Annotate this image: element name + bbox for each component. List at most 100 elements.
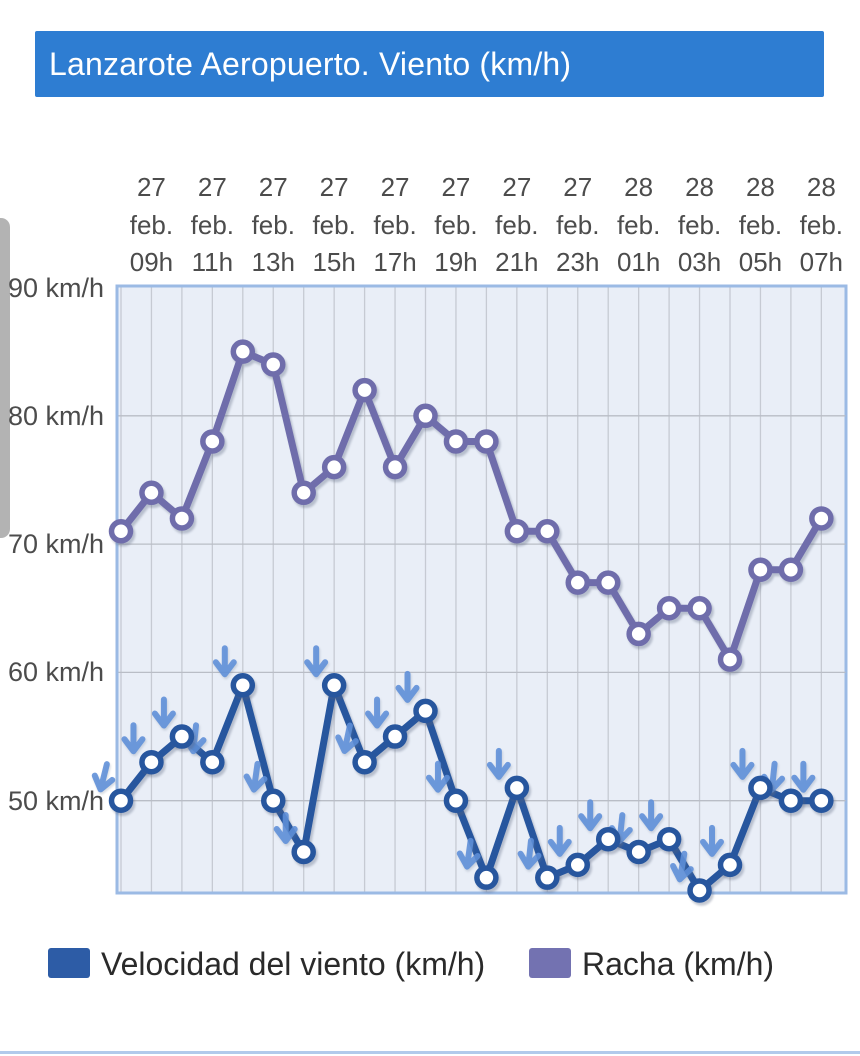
arrow-down-icon — [304, 645, 329, 678]
data-point-wind-speed[interactable] — [809, 788, 834, 813]
y-axis-label: 60 km/h — [8, 657, 105, 688]
wind-direction-arrow — [365, 696, 390, 729]
x-tick-hour: 11h — [191, 247, 234, 277]
data-point-wind-speed[interactable] — [656, 826, 682, 852]
data-point-wind-speed[interactable] — [717, 852, 743, 878]
x-tick-hour: 19h — [434, 247, 478, 277]
data-point-gust[interactable] — [108, 519, 134, 544]
wind-direction-arrow — [425, 760, 450, 793]
data-point-wind-speed[interactable] — [108, 788, 134, 813]
data-point-gust[interactable] — [595, 570, 621, 595]
y-axis-label: 50 km/h — [8, 785, 105, 816]
data-point-gust[interactable] — [748, 557, 773, 583]
data-point-gust[interactable] — [352, 377, 377, 403]
data-point-wind-speed[interactable] — [748, 775, 773, 801]
data-point-gust[interactable] — [261, 352, 286, 377]
data-point-gust[interactable] — [535, 519, 560, 544]
data-point-gust[interactable] — [139, 480, 164, 506]
x-tick-day: 28 — [685, 172, 714, 202]
data-point-wind-speed[interactable] — [230, 672, 256, 698]
data-point-gust[interactable] — [778, 557, 804, 583]
data-point-wind-speed[interactable] — [352, 749, 377, 775]
data-point-wind-speed[interactable] — [565, 852, 590, 878]
x-axis-tick: 28 feb. 05h — [722, 168, 798, 280]
data-point-gust[interactable] — [565, 570, 590, 595]
data-point-gust[interactable] — [200, 429, 225, 454]
arrow-down-icon — [791, 760, 816, 793]
wind-direction-arrow — [791, 760, 816, 793]
data-point-gust[interactable] — [169, 506, 195, 531]
arrow-down-icon — [547, 824, 572, 857]
data-point-wind-speed[interactable] — [778, 788, 804, 813]
data-point-wind-speed[interactable] — [413, 698, 438, 724]
data-point-gust[interactable] — [382, 454, 408, 480]
data-point-gust[interactable] — [443, 429, 469, 454]
data-point-gust[interactable] — [687, 596, 712, 621]
data-point-gust[interactable] — [717, 647, 743, 672]
legend-label-wind-speed: Velocidad del viento (km/h) — [101, 946, 486, 982]
x-tick-hour: 17h — [373, 247, 417, 277]
data-point-wind-speed[interactable] — [474, 865, 499, 890]
data-point-gust[interactable] — [291, 480, 316, 506]
arrow-down-icon — [151, 696, 176, 729]
x-tick-month: feb. — [434, 210, 478, 240]
wind-direction-arrow — [304, 645, 329, 678]
data-point-wind-speed[interactable] — [291, 839, 316, 865]
x-tick-month: feb. — [312, 210, 356, 240]
x-tick-month: feb. — [495, 210, 539, 240]
x-tick-day: 27 — [136, 172, 166, 202]
x-tick-day: 27 — [380, 172, 410, 202]
x-tick-day: 27 — [197, 172, 227, 202]
wind-direction-arrow — [547, 824, 572, 857]
wind-direction-arrow — [486, 747, 511, 780]
x-axis-tick: 28 feb. 01h — [601, 168, 677, 280]
data-point-gust[interactable] — [230, 339, 256, 364]
data-point-wind-speed[interactable] — [200, 749, 225, 775]
data-point-wind-speed[interactable] — [687, 878, 712, 903]
x-tick-hour: 15h — [312, 247, 356, 277]
header-bar: Lanzarote Aeropuerto. Viento (km/h) — [35, 31, 824, 97]
wind-direction-arrow — [243, 760, 268, 793]
data-point-wind-speed[interactable] — [504, 775, 530, 801]
arrow-down-icon — [273, 812, 298, 845]
x-axis-tick: 27 feb. 11h — [174, 168, 250, 280]
data-point-gust[interactable] — [504, 519, 530, 544]
data-point-wind-speed[interactable] — [443, 788, 469, 813]
data-point-wind-speed[interactable] — [626, 839, 651, 865]
data-point-wind-speed[interactable] — [169, 724, 195, 749]
wind-direction-arrow — [335, 722, 359, 754]
arrow-down-icon — [578, 799, 603, 832]
x-tick-month: feb. — [556, 210, 600, 240]
x-tick-day: 28 — [624, 172, 654, 202]
y-axis-label: 80 km/h — [8, 400, 105, 431]
data-point-gust[interactable] — [413, 403, 438, 429]
wind-direction-arrow — [578, 799, 603, 832]
arrow-down-icon — [91, 761, 116, 793]
arrow-down-icon — [395, 670, 420, 703]
x-tick-day: 27 — [502, 172, 532, 202]
bottom-divider — [0, 1051, 860, 1054]
gust-line-series — [108, 339, 834, 672]
data-point-gust[interactable] — [656, 596, 682, 621]
data-point-gust[interactable] — [809, 506, 834, 531]
data-point-wind-speed[interactable] — [382, 724, 408, 749]
data-point-wind-speed[interactable] — [321, 672, 347, 698]
x-tick-day: 28 — [806, 172, 836, 202]
data-point-gust[interactable] — [626, 621, 651, 647]
wind-direction-arrow — [639, 799, 664, 832]
wind-direction-arrow — [517, 837, 542, 870]
data-point-wind-speed[interactable] — [595, 826, 621, 852]
left-scrollbar-thumb[interactable] — [0, 218, 10, 538]
wind-direction-arrow — [670, 850, 694, 883]
arrow-down-icon — [730, 747, 755, 780]
data-point-gust[interactable] — [474, 429, 499, 454]
data-point-gust[interactable] — [321, 454, 347, 480]
data-point-wind-speed[interactable] — [139, 749, 164, 775]
x-tick-hour: 03h — [677, 247, 722, 277]
x-axis-tick: 28 feb. 03h — [662, 168, 738, 280]
data-point-wind-speed[interactable] — [535, 865, 560, 890]
x-tick-hour: 21h — [495, 247, 539, 277]
legend-swatch-gust — [529, 948, 571, 978]
data-point-wind-speed[interactable] — [261, 788, 286, 813]
